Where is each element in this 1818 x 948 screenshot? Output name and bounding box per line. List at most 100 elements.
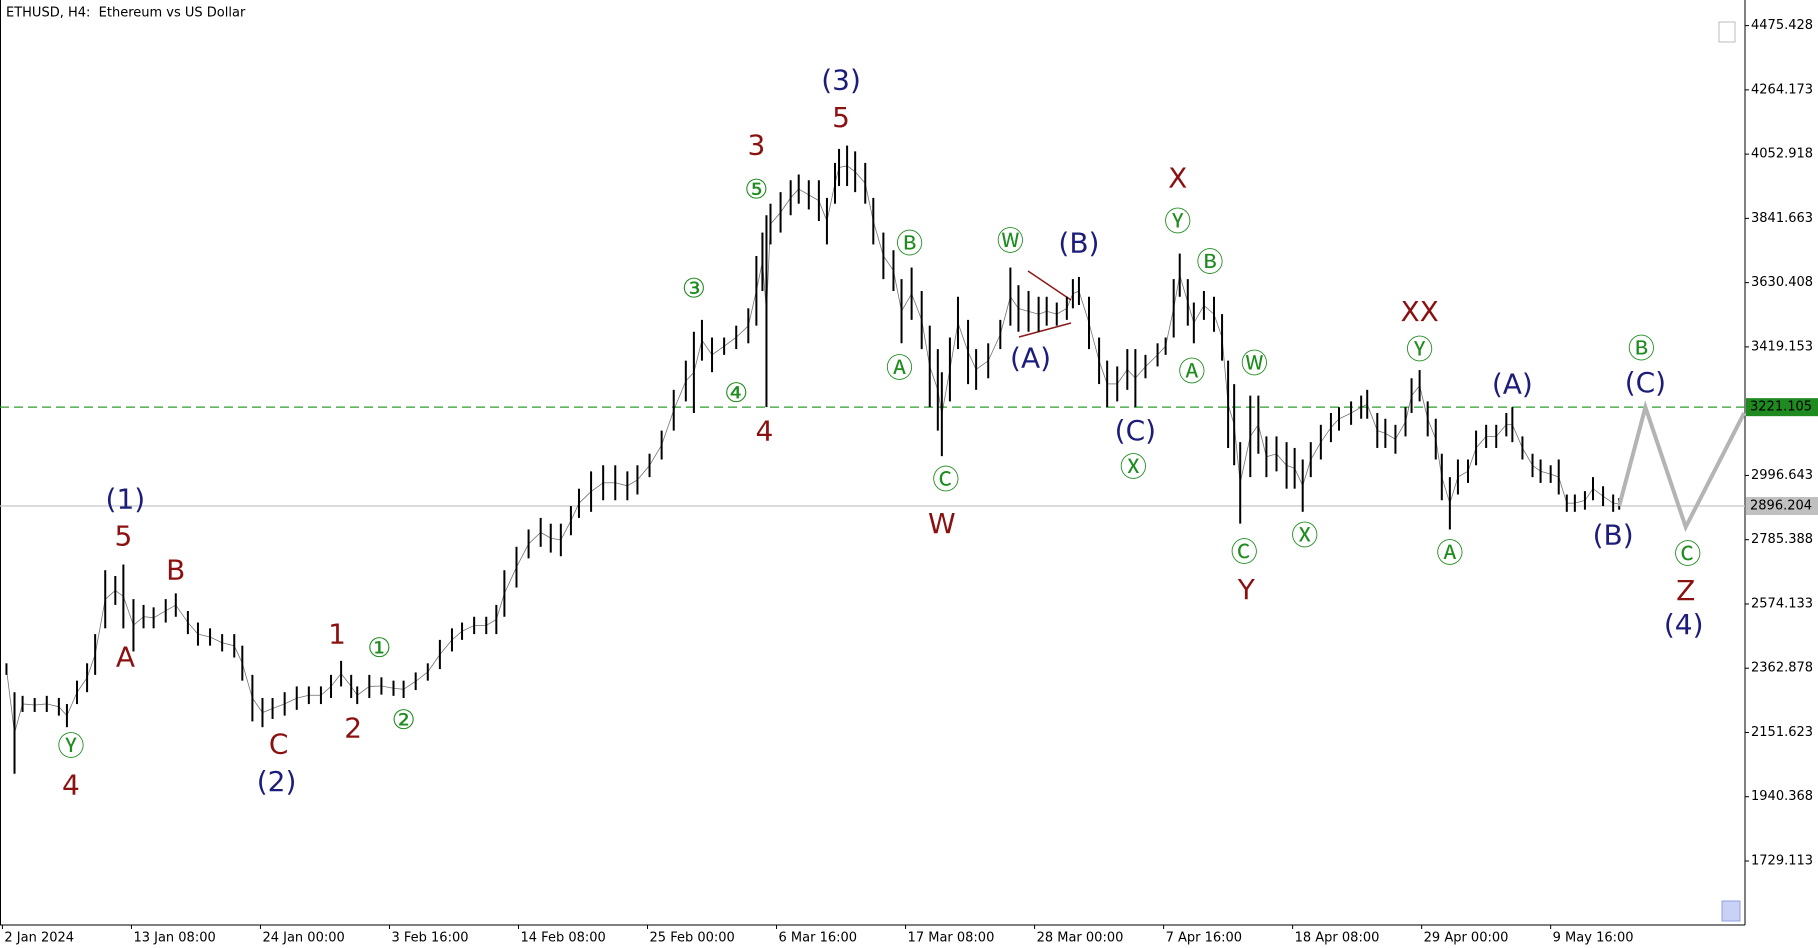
wave-label: ④: [724, 378, 748, 409]
price-bar-link: [637, 465, 650, 481]
price-bar-link: [1540, 470, 1551, 475]
price-bar-link: [133, 616, 144, 626]
price-bar-link: [1078, 290, 1090, 324]
price-bar-link: [1257, 424, 1267, 457]
price-bar-link: [1435, 439, 1443, 478]
price-bar-link: [1522, 447, 1533, 466]
price-bar-link: [58, 706, 68, 716]
y-tick-label: 3419.153: [1751, 339, 1813, 354]
wave-label: X: [1168, 161, 1187, 194]
x-tick-label: 6 Mar 16:00: [779, 931, 858, 946]
price-bar-link: [143, 616, 154, 619]
y-tick-label: 4264.173: [1751, 82, 1813, 97]
price-bar-link: [550, 537, 561, 541]
wave-label: ③: [682, 273, 706, 304]
wave-label: 4: [756, 415, 774, 448]
price-bar-link: [1467, 447, 1477, 472]
price-bar-link: [949, 322, 959, 370]
y-tick-label: 2151.623: [1751, 725, 1813, 740]
price-bar-link: [1286, 465, 1295, 469]
price-bar-link: [1427, 418, 1437, 440]
price-bar-link: [1203, 305, 1215, 315]
price-bar-link: [516, 543, 529, 568]
price-bar-link: [1193, 305, 1205, 324]
y-tick-label: 2996.643: [1751, 468, 1813, 483]
y-tick-label: 4052.918: [1751, 147, 1813, 162]
price-bar-link: [967, 351, 977, 370]
wave-label: Ⓦ: [1241, 349, 1268, 380]
price-bar-link: [838, 165, 848, 168]
price-bar-link: [1116, 369, 1128, 385]
price-bar-link: [661, 410, 675, 446]
x-tick-label: 2 Jan 2024: [4, 931, 74, 946]
price-bar-link: [1449, 476, 1459, 504]
price-bar-link: [1127, 369, 1136, 379]
wave-label: Ⓦ: [997, 227, 1024, 258]
price-bar-link: [1360, 403, 1368, 408]
wave-label: 5: [114, 520, 132, 553]
price-bar-link: [1495, 424, 1507, 437]
wave-label: A: [116, 640, 135, 673]
price-bar-link: [1135, 366, 1146, 379]
price-bar-link: [826, 183, 836, 222]
price-bar-link: [808, 194, 820, 201]
price-bar-link: [1066, 293, 1074, 309]
price-bar-link: [790, 188, 800, 199]
price-bar-link: [1018, 308, 1029, 312]
price-bar-link: [649, 444, 662, 466]
wave-label: Z: [1676, 574, 1695, 607]
wave-label: (C): [1625, 366, 1666, 399]
price-bar-link: [872, 221, 884, 256]
price-bar-link: [34, 703, 47, 706]
wave-label: (3): [821, 63, 861, 96]
price-bar-link: [350, 686, 358, 696]
x-tick-label: 17 Mar 08:00: [908, 931, 995, 946]
toolbar-icon[interactable]: [1721, 900, 1741, 922]
x-tick-label: 7 Apr 16:00: [1166, 931, 1243, 946]
price-bar-link: [1179, 275, 1189, 303]
toolbar-icon[interactable]: [1718, 21, 1736, 43]
price-bar-link: [461, 625, 475, 632]
triangle-line: [1018, 322, 1072, 338]
price-bar-link: [1385, 432, 1396, 440]
price-bar-link: [14, 703, 23, 734]
price-bar-link: [755, 261, 763, 291]
price-bar-link: [578, 491, 592, 504]
price-bar-link: [1550, 473, 1559, 478]
price-bar-link: [711, 345, 725, 356]
wave-label: (B): [1058, 226, 1099, 259]
price-bar-link: [175, 604, 189, 623]
price-bar-link: [693, 340, 703, 373]
price-tag-label: 2896.204: [1750, 498, 1812, 513]
wave-label: Ⓑ: [1628, 334, 1655, 365]
x-tick-label: 3 Feb 16:00: [391, 931, 468, 946]
price-bar-link: [427, 654, 441, 673]
wave-label: (1): [106, 482, 146, 515]
price-bar-link: [1173, 275, 1181, 309]
price-bar-link: [1511, 424, 1523, 449]
wave-label: Ⓒ: [1231, 537, 1258, 568]
price-bar-link: [1266, 453, 1277, 458]
y-tick-label: 1940.368: [1751, 789, 1813, 804]
x-tick-label: 29 Apr 00:00: [1424, 931, 1509, 946]
wave-label: Ⓨ: [1406, 335, 1433, 366]
price-bar-link: [1302, 459, 1312, 486]
wave-label: ⑤: [744, 174, 768, 205]
price-bar-link: [1249, 424, 1259, 437]
x-tick-label: 24 Jan 00:00: [262, 931, 344, 946]
price-bar-link: [284, 697, 297, 705]
price-bar-link: [685, 372, 695, 382]
x-tick-label: 28 Mar 00:00: [1037, 931, 1124, 946]
price-bar-link: [1038, 310, 1047, 315]
y-tick-label: 2785.388: [1751, 532, 1813, 547]
wave-label: Ⓒ: [932, 465, 959, 496]
x-tick-label: 9 May 16:00: [1553, 931, 1634, 946]
price-bar-link: [1294, 468, 1304, 486]
price-bar-link: [320, 686, 332, 696]
wave-label: W: [928, 507, 956, 540]
x-tick-label: 14 Feb 08:00: [521, 931, 606, 946]
price-bar-link: [747, 290, 757, 326]
price-bar-link: [673, 380, 687, 411]
y-tick-label: 2574.133: [1751, 596, 1813, 611]
price-bar-link: [1405, 395, 1412, 422]
